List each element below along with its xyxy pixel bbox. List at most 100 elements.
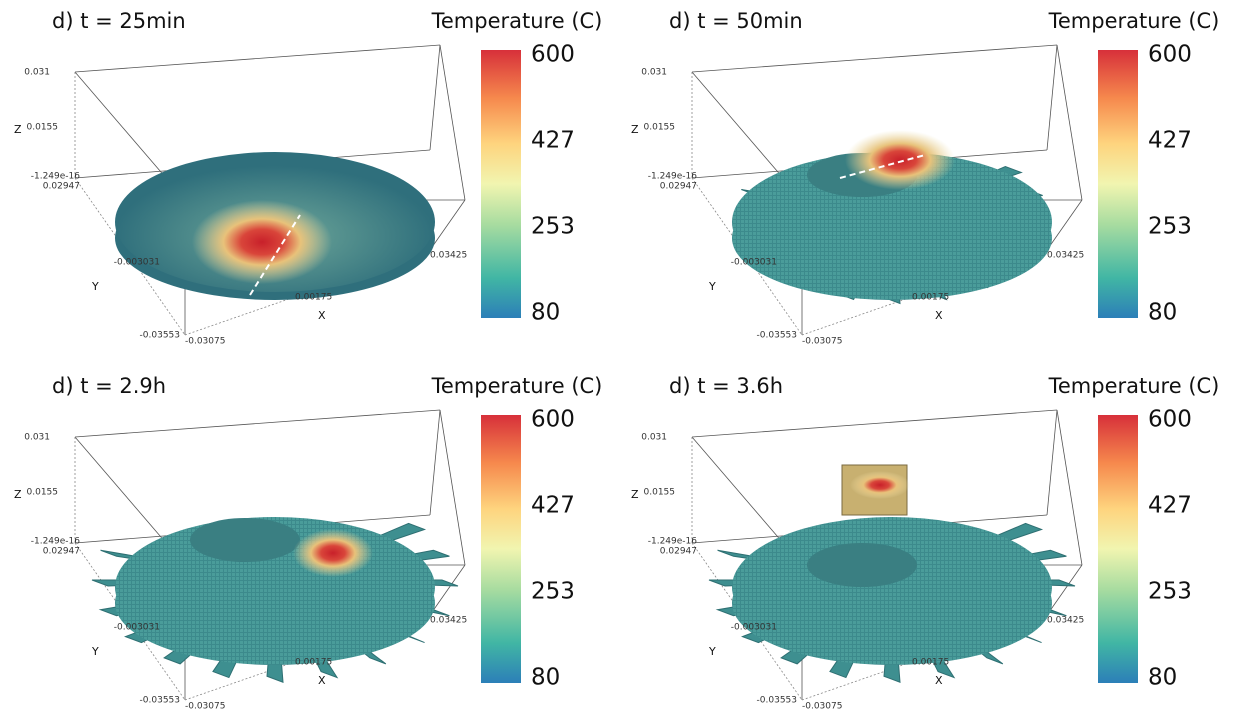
axis-label: Y <box>91 645 99 658</box>
colorbar <box>481 50 521 318</box>
colorbar-tick-label: 253 <box>531 579 575 605</box>
axis-label: X <box>935 674 943 687</box>
axis-label: X <box>318 309 326 322</box>
colorbar-tick-label: 80 <box>531 665 560 691</box>
z-tick-label: 0.0155 <box>644 123 676 133</box>
y-tick-label: -0.03553 <box>757 696 797 706</box>
axis-label: Y <box>708 645 716 658</box>
hot-spot <box>850 471 910 499</box>
y-tick-label: -0.003031 <box>114 258 160 268</box>
z-tick-label: -1.249e-16 <box>648 172 698 182</box>
hot-spot <box>293 529 373 577</box>
box-edge <box>1047 45 1057 150</box>
z-tick-label: 0.0155 <box>644 488 676 498</box>
colorbar-tick-label: 600 <box>531 42 575 68</box>
colorbar-tick-label: 80 <box>1148 665 1177 691</box>
x-tick-label: 0.00175 <box>912 293 949 303</box>
box-edge <box>75 45 440 72</box>
colorbar <box>1098 50 1138 318</box>
x-tick-label: 0.00175 <box>295 293 332 303</box>
x-tick-label: 0.03425 <box>430 251 467 261</box>
axis-label: Z <box>14 488 22 501</box>
x-tick-label: -0.03075 <box>802 337 842 347</box>
box-edge <box>440 410 465 565</box>
y-tick-label: -0.003031 <box>731 623 777 633</box>
colorbar-tick-label: 253 <box>1148 579 1192 605</box>
colorbar-label: Temperature (C) <box>431 374 603 398</box>
panel-title: d) t = 3.6h <box>669 374 783 398</box>
box-edge <box>430 565 465 615</box>
axis-label: Z <box>631 488 639 501</box>
box-edge <box>692 410 1057 437</box>
panel: d) t = 50min Z Y X 0.031 0.0155 -1.249e-160.02… <box>631 9 1219 347</box>
colorbar-tick-label: 80 <box>531 300 560 326</box>
colorbar-label: Temperature (C) <box>1048 9 1220 33</box>
box-edge <box>430 410 440 515</box>
panel-title: d) t = 2.9h <box>52 374 166 398</box>
colorbar <box>481 415 521 683</box>
box-edge <box>1057 410 1082 565</box>
hot-spot <box>845 130 955 190</box>
colorbar-tick-label: 600 <box>1148 407 1192 433</box>
panel: d) t = 3.6h Z Y X 0.031 0.0155 -1.249e-160.029… <box>631 374 1219 712</box>
x-tick-label: 0.00175 <box>912 658 949 668</box>
axis-label: Y <box>91 280 99 293</box>
axis-label: Z <box>14 123 22 136</box>
y-tick-label: 0.02947 <box>660 547 697 557</box>
axis-label: Z <box>631 123 639 136</box>
panel: d) t = 25minZYX0.0310.0155-1.249e-160.02… <box>14 9 602 347</box>
box-edge <box>430 200 465 250</box>
colorbar-label: Temperature (C) <box>431 9 603 33</box>
x-tick-label: -0.03075 <box>185 702 225 712</box>
z-tick-label: -1.249e-16 <box>31 537 81 547</box>
disc-hub <box>190 518 300 562</box>
colorbar-tick-label: 80 <box>1148 300 1177 326</box>
box-edge <box>1047 410 1057 515</box>
box-edge <box>1057 45 1082 200</box>
y-tick-label: -0.03553 <box>757 331 797 341</box>
hot-spot <box>192 200 332 284</box>
y-tick-label: -0.03553 <box>140 696 180 706</box>
colorbar-tick-label: 427 <box>531 128 575 154</box>
x-tick-label: 0.03425 <box>430 616 467 626</box>
colorbar-tick-label: 253 <box>531 214 575 240</box>
y-tick-label: 0.02947 <box>43 547 80 557</box>
z-tick-label: 0.031 <box>641 68 667 78</box>
colorbar-tick-label: 600 <box>531 407 575 433</box>
y-tick-label: -0.003031 <box>731 258 777 268</box>
panel-title: d) t = 25min <box>52 9 186 33</box>
colorbar-tick-label: 600 <box>1148 42 1192 68</box>
x-tick-label: -0.03075 <box>802 702 842 712</box>
disc-top <box>732 517 1052 657</box>
disc-hub <box>807 543 917 587</box>
z-tick-label: -1.249e-16 <box>31 172 81 182</box>
axis-label: X <box>318 674 326 687</box>
axis-label: X <box>935 309 943 322</box>
z-tick-label: 0.031 <box>24 68 50 78</box>
box-edge <box>440 45 465 200</box>
z-tick-label: 0.0155 <box>27 123 59 133</box>
box-edge <box>75 410 440 437</box>
axis-label: Y <box>708 280 716 293</box>
panel: d) t = 2.9hZYX0.0310.0155-1.249e-160.029… <box>14 374 602 712</box>
x-tick-label: -0.03075 <box>185 337 225 347</box>
box-edge <box>1047 200 1082 250</box>
colorbar-tick-label: 427 <box>1148 493 1192 519</box>
z-tick-label: 0.031 <box>24 433 50 443</box>
y-tick-label: -0.03553 <box>140 331 180 341</box>
box-edge <box>692 45 1057 72</box>
colorbar-tick-label: 427 <box>531 493 575 519</box>
y-tick-label: 0.02947 <box>660 182 697 192</box>
x-tick-label: 0.03425 <box>1047 616 1084 626</box>
colorbar-tick-label: 253 <box>1148 214 1192 240</box>
box-edge <box>1047 565 1082 615</box>
x-tick-label: 0.00175 <box>295 658 332 668</box>
colorbar-tick-label: 427 <box>1148 128 1192 154</box>
z-tick-label: 0.031 <box>641 433 667 443</box>
colorbar-label: Temperature (C) <box>1048 374 1220 398</box>
panel-title: d) t = 50min <box>669 9 803 33</box>
colorbar <box>1098 415 1138 683</box>
figure: d) t = 25minZYX0.0310.0155-1.249e-160.02… <box>0 0 1234 712</box>
x-tick-label: 0.03425 <box>1047 251 1084 261</box>
z-tick-label: -1.249e-16 <box>648 537 698 547</box>
